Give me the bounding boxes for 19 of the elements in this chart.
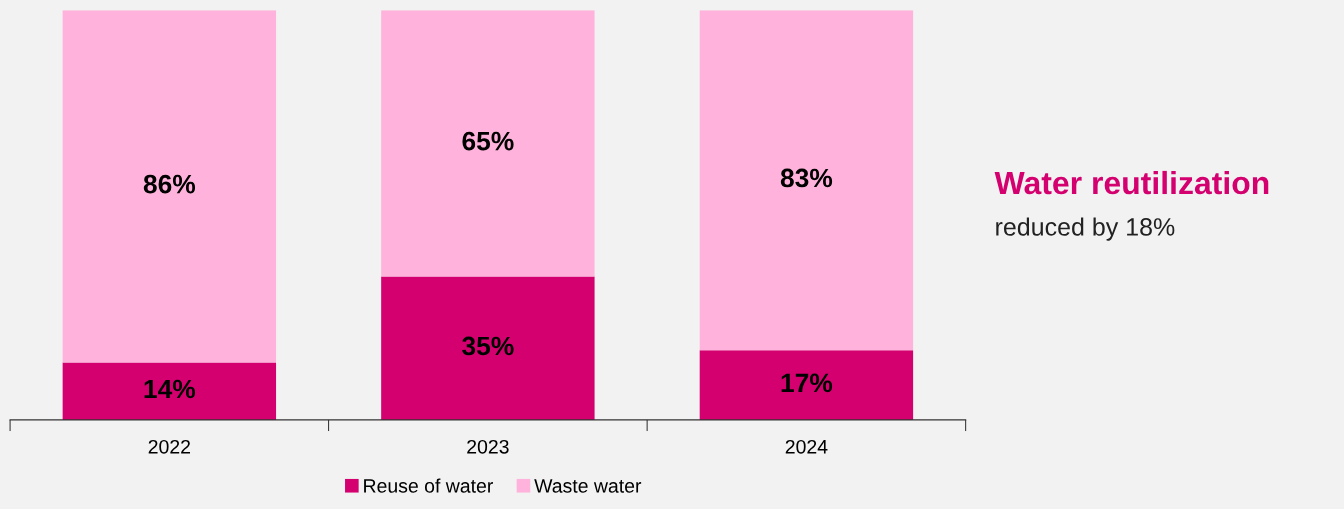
bar [62, 362, 277, 420]
legend-label: Reuse of water [364, 478, 493, 493]
x-tick-label: 2022 [148, 439, 190, 454]
data-label: 65% [462, 131, 514, 151]
text: reduced by 18% [996, 217, 1175, 241]
bar [381, 276, 595, 420]
bar [62, 10, 277, 363]
bar [381, 10, 595, 277]
data-label: 35% [462, 336, 514, 356]
text: Water reutilization [994, 170, 1269, 195]
bar [699, 10, 914, 351]
bar [699, 350, 914, 420]
data-label: 86% [143, 174, 196, 194]
x-tick-label: 2023 [467, 439, 509, 454]
legend-label: Waste water [534, 479, 642, 493]
data-label: 14% [144, 379, 196, 399]
data-label: 83% [780, 168, 833, 188]
x-tick-label: 2024 [785, 439, 828, 454]
data-label: 17% [781, 373, 833, 393]
